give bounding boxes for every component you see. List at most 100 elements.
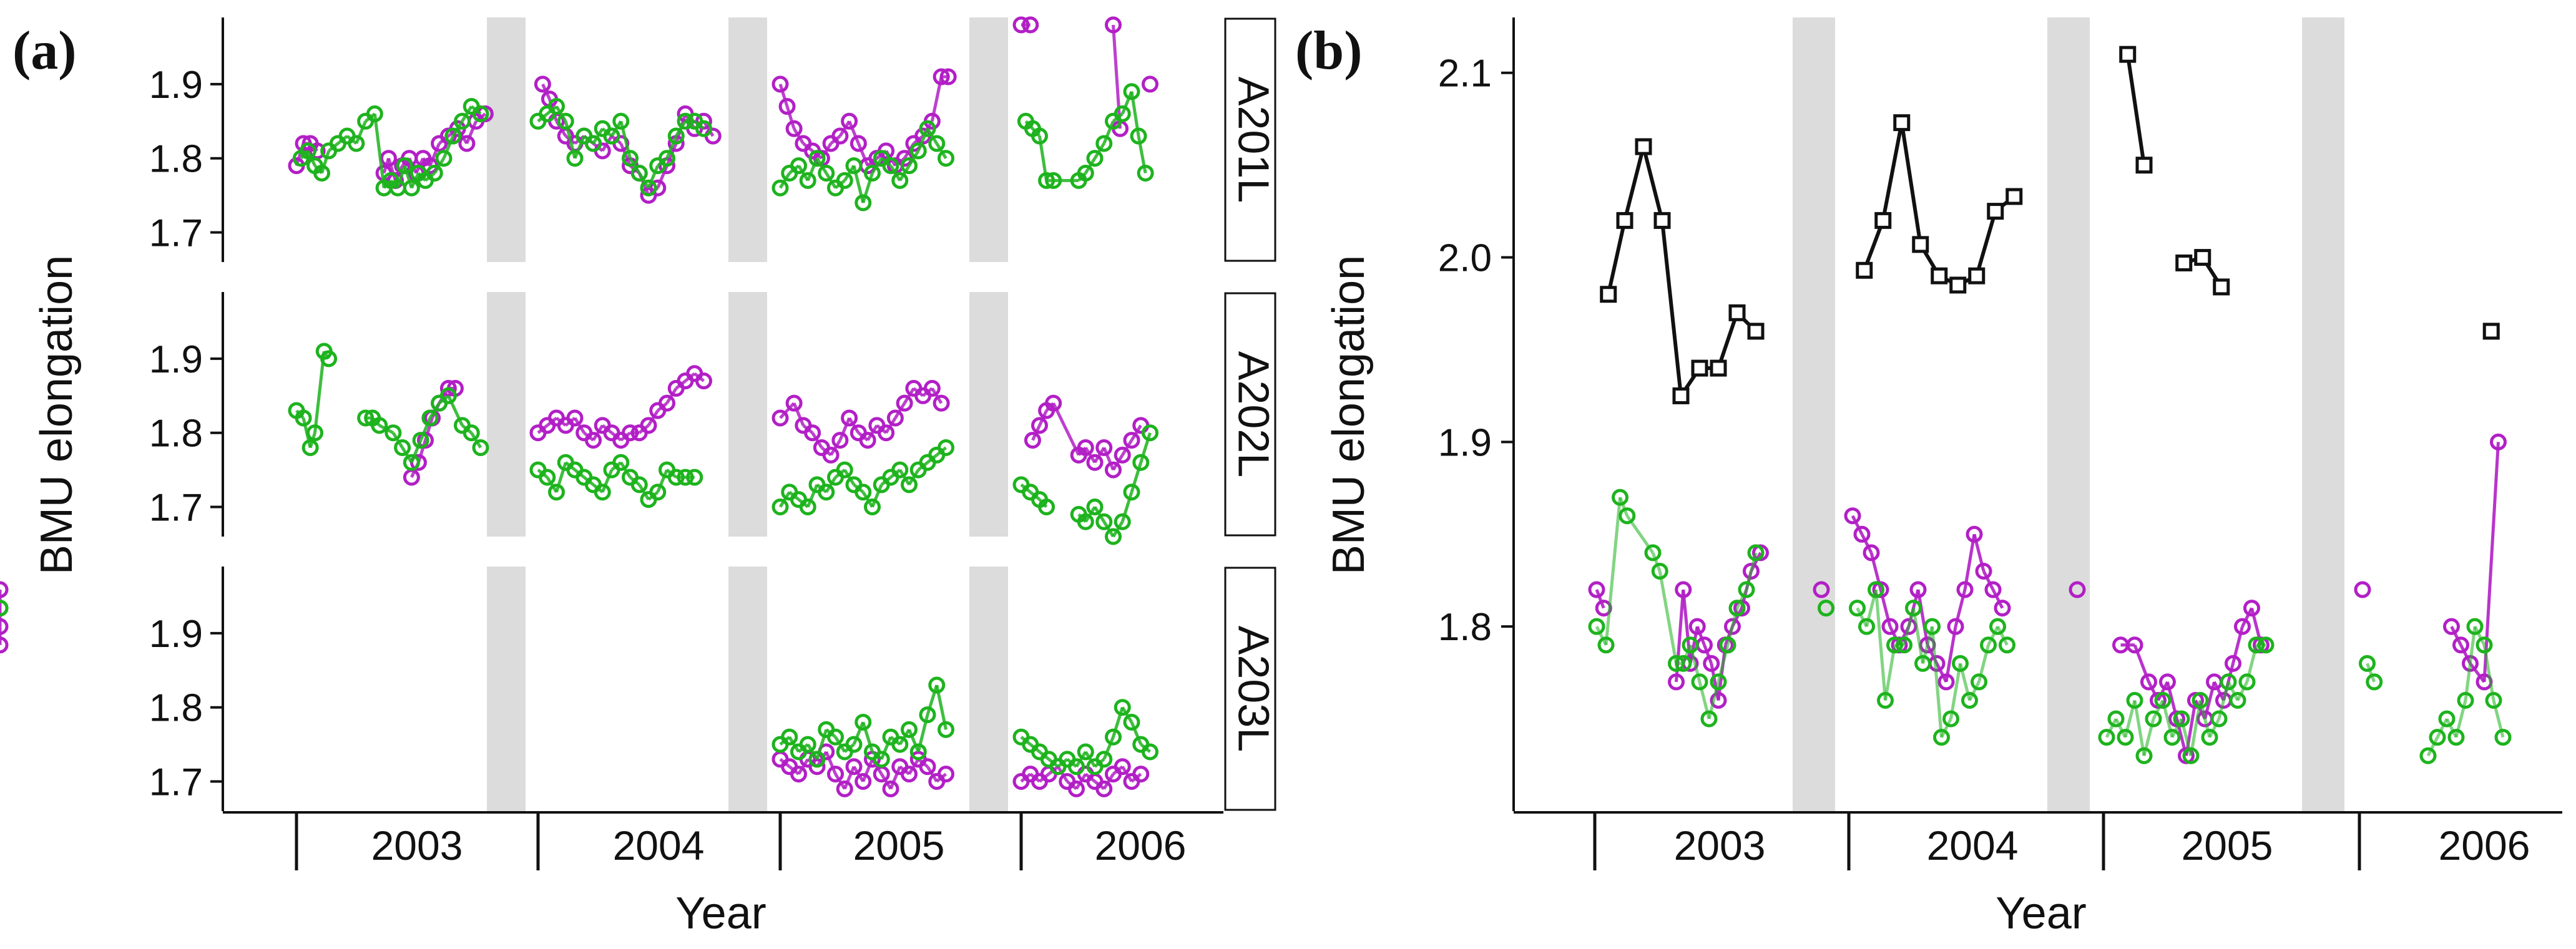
panel-a-green-line (1031, 127, 1041, 137)
panel-a-green-point (439, 387, 457, 404)
panel-b-green-line (1735, 588, 1748, 609)
panel-b-green-point (1980, 636, 1997, 654)
panel-a-green-point (1137, 164, 1154, 182)
panel-b-y-tick-label: 2.1 (1438, 52, 1492, 95)
panel-a-green-point (371, 417, 388, 434)
panel-a-magenta-line (1112, 454, 1124, 471)
panel-a-green-point (444, 127, 462, 145)
panel-b-magenta-point (1710, 692, 1727, 709)
panel-b-green-point (1710, 673, 1727, 691)
panel-a-green-point (426, 164, 443, 182)
panel-b-black-square (1710, 359, 1727, 377)
panel-a-green-point (836, 172, 853, 189)
panel-a-green-point (855, 484, 872, 501)
panel-a-magenta-point (919, 758, 936, 776)
panel-a-magenta-point (458, 135, 476, 152)
panel-a-magenta-point (901, 766, 918, 783)
panel-b-black-square (1856, 261, 1873, 279)
panel-a-green-line (373, 114, 386, 188)
panel-a-green-point (855, 194, 872, 212)
panel-a-magenta-point (649, 179, 667, 197)
panel-b-magenta-point (1703, 655, 1720, 672)
panel-b-green-point (0, 600, 9, 617)
panel-b-green-line (2482, 645, 2495, 701)
panel-a-green-line (1120, 491, 1134, 522)
panel-a-green-point (1095, 135, 1113, 152)
panel-a-green-point (603, 127, 620, 145)
panel-a-green-point (799, 498, 816, 515)
panel-b-green-line (2105, 718, 2118, 738)
panel-a-green-point (928, 676, 946, 694)
panel-a-green-line (843, 165, 856, 182)
panel-b-green-point (1877, 692, 1894, 709)
panel-b-magenta-line (1695, 626, 1706, 646)
panel-a-green-point (348, 135, 365, 152)
panel-a-y-tick-label: 1.9 (149, 64, 203, 107)
panel-a-magenta-point (822, 446, 840, 464)
panel-b-green-line (1931, 626, 1943, 737)
panel-b-green-line (2152, 699, 2165, 720)
panel-b-magenta-line (1703, 644, 1713, 664)
panel-b-green-line (2133, 700, 2146, 756)
panel-b-black-square (2119, 46, 2137, 63)
panel-a-green-line (1130, 721, 1143, 746)
panel-a-green-line (1077, 172, 1087, 182)
panel-a-green-point (901, 157, 918, 175)
panel-a-green-line (647, 165, 660, 189)
panel-b-black-square (1968, 267, 1986, 285)
panel-a-magenta-line (866, 424, 878, 441)
panel-a-magenta-point (1068, 780, 1085, 797)
panel-a-green-line (1112, 706, 1124, 737)
panel-a-green-line (401, 447, 413, 464)
panel-a-magenta-line (778, 84, 789, 107)
panel-a-green-line (908, 469, 920, 486)
panel-b-black-line (1881, 122, 1904, 221)
panel-b-year-label: 2006 (2439, 822, 2530, 869)
panel-b-green-point (1961, 692, 1978, 709)
panel-a-magenta-point (1045, 394, 1062, 412)
panel-b-black-square (2213, 278, 2230, 296)
panel-b-green-point (1924, 618, 1941, 635)
panel-a-magenta-line (665, 387, 678, 404)
panel-a-green-point (403, 179, 420, 197)
panel-a-green-point (1114, 105, 1131, 122)
panel-b-year-label: 2003 (1674, 822, 1766, 869)
panel-b: (b) BMU elongation Year 1.8 1.9 2.0 2.1 200… (0, 17, 2562, 938)
panel-a-green-point (919, 120, 936, 137)
panel-a-magenta-line (830, 439, 841, 456)
panel-b-green-line (2208, 718, 2221, 738)
panel-a-green-point (845, 736, 863, 753)
panel-a-green-line (861, 172, 874, 203)
panel-a-green-line (1077, 513, 1087, 523)
panel-b-magenta-point (1994, 600, 2011, 617)
panel-a-y-tick-label: 1.7 (149, 761, 203, 804)
panel-b-magenta-line (1991, 588, 2004, 609)
panel-a-green-line (391, 432, 404, 449)
panel-b-green-point (1644, 544, 1662, 562)
panel-a-magenta-point (1123, 432, 1140, 449)
panel-a-green-point (472, 105, 489, 122)
panel-a-magenta-point (896, 394, 913, 412)
panel-a-green-point (1077, 513, 1094, 530)
panel-a-magenta-point (785, 394, 803, 412)
panel-a-green-line (1102, 520, 1115, 538)
panel-b-black-line (1623, 146, 1645, 221)
panel-b-magenta-line (1963, 533, 1976, 590)
panel-a-green-point (594, 484, 611, 501)
panel-a-gap-band (969, 292, 1008, 537)
panel-b-green-point (1989, 618, 2006, 635)
panel-a-magenta-line (852, 766, 864, 782)
panel-a-magenta-point (771, 75, 789, 93)
panel-b-black-square (1616, 212, 1633, 229)
panel-a-green-point (1038, 172, 1055, 189)
panel-a-green-point (1086, 498, 1104, 515)
panel-a-magenta-point (622, 424, 639, 442)
panel-a-strips: A201L A202L A203L (1224, 17, 1278, 811)
panel-a-gap-band (969, 567, 1008, 811)
panel-b-green-point (1719, 636, 1736, 654)
panel-b-black-square (2135, 157, 2153, 174)
panel-b-green-line (2189, 700, 2202, 756)
panel-a-green-point (566, 150, 584, 167)
panel-a-green-line (1112, 520, 1124, 538)
panel-a-green-line (410, 439, 423, 464)
